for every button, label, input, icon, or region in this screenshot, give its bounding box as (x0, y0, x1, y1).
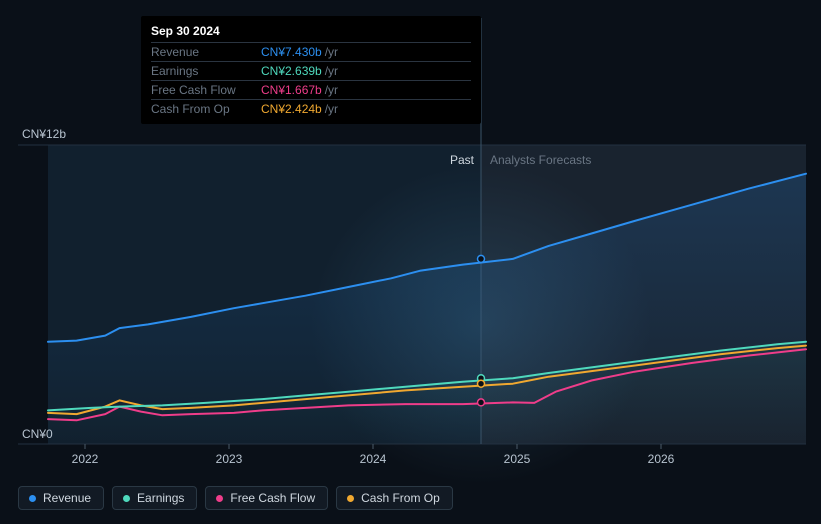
tooltip-row-unit: /yr (325, 64, 338, 78)
legend-item-earnings[interactable]: Earnings (112, 486, 197, 510)
x-tick-label: 2024 (360, 452, 387, 466)
legend-dot-icon (347, 495, 354, 502)
tooltip-row-unit: /yr (325, 102, 338, 116)
tooltip-row-value: CN¥1.667b (261, 83, 322, 97)
tooltip-row-value: CN¥7.430b (261, 45, 322, 59)
legend-item-label: Earnings (137, 491, 184, 505)
legend-dot-icon (29, 495, 36, 502)
tooltip-row-value: CN¥2.639b (261, 64, 322, 78)
tooltip-row: Free Cash FlowCN¥1.667b /yr (151, 80, 471, 99)
y-axis-bottom-label: CN¥0 (22, 427, 53, 441)
legend-item-fcf[interactable]: Free Cash Flow (205, 486, 328, 510)
financials-chart: CN¥12b CN¥0 Past Analysts Forecasts 2022… (0, 0, 821, 524)
tooltip-date: Sep 30 2024 (151, 24, 471, 38)
x-tick-label: 2026 (648, 452, 675, 466)
legend-item-cash_from_op[interactable]: Cash From Op (336, 486, 453, 510)
x-tick-label: 2022 (72, 452, 99, 466)
tooltip-row-label: Cash From Op (151, 102, 261, 116)
past-region-label: Past (450, 153, 474, 167)
tooltip-row-value: CN¥2.424b (261, 102, 322, 116)
tooltip-row-label: Earnings (151, 64, 261, 78)
tooltip-row-unit: /yr (325, 83, 338, 97)
tooltip-row-label: Free Cash Flow (151, 83, 261, 97)
legend-dot-icon (123, 495, 130, 502)
y-axis-top-label: CN¥12b (22, 127, 66, 141)
legend-item-label: Revenue (43, 491, 91, 505)
tooltip-row: EarningsCN¥2.639b /yr (151, 61, 471, 80)
tooltip-row-label: Revenue (151, 45, 261, 59)
tooltip-row: RevenueCN¥7.430b /yr (151, 42, 471, 61)
chart-legend: Revenue Earnings Free Cash Flow Cash From O… (18, 486, 453, 510)
legend-item-revenue[interactable]: Revenue (18, 486, 104, 510)
forecast-region-label: Analysts Forecasts (490, 153, 591, 167)
x-tick-label: 2025 (504, 452, 531, 466)
legend-item-label: Free Cash Flow (230, 491, 315, 505)
tooltip-row: Cash From OpCN¥2.424b /yr (151, 99, 471, 118)
x-tick-label: 2023 (216, 452, 243, 466)
chart-tooltip: Sep 30 2024 RevenueCN¥7.430b /yrEarnings… (141, 16, 481, 124)
tooltip-row-unit: /yr (325, 45, 338, 59)
tooltip-rows: RevenueCN¥7.430b /yrEarningsCN¥2.639b /y… (151, 42, 471, 118)
legend-item-label: Cash From Op (361, 491, 440, 505)
legend-dot-icon (216, 495, 223, 502)
